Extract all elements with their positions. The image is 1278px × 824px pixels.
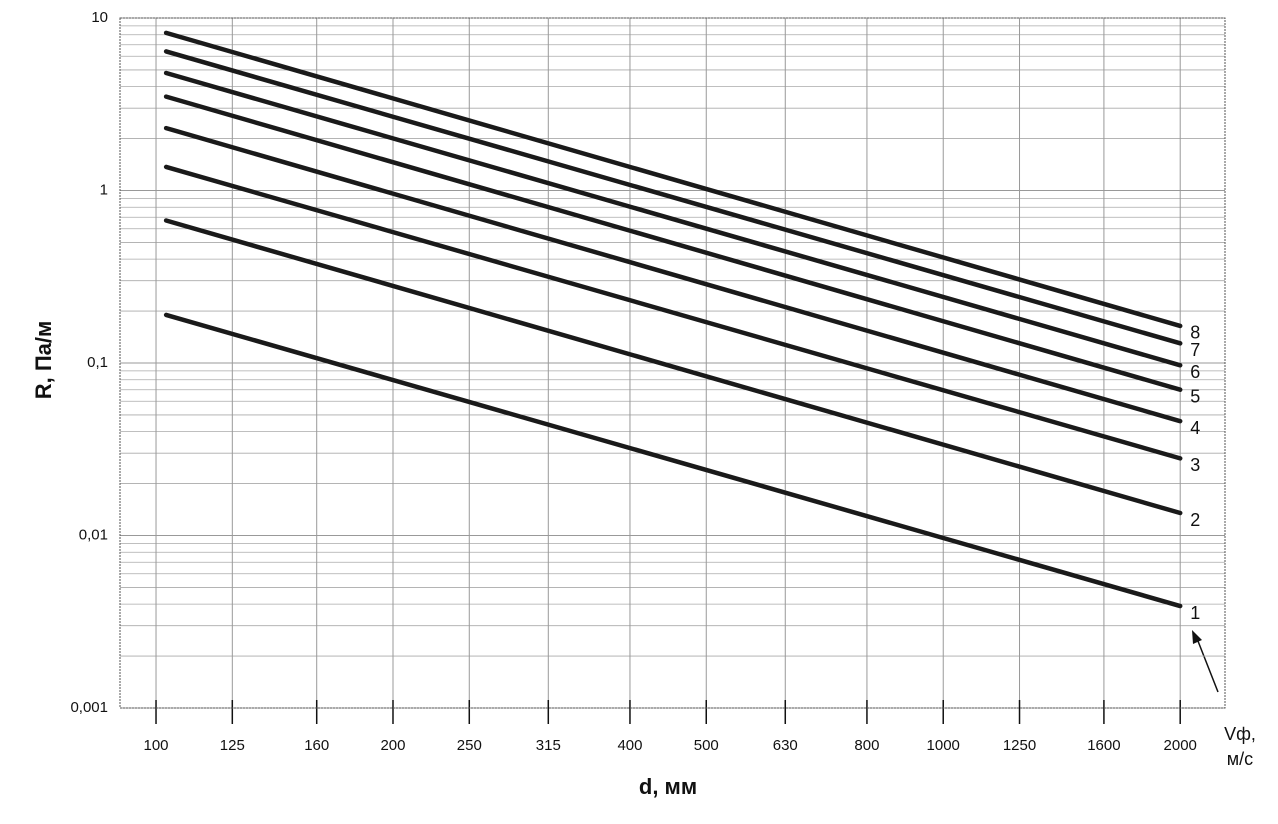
x-tick-label: 160 [304,737,329,754]
series-line [163,218,1183,516]
x-tick-label: 400 [617,737,642,754]
x-tick-label: 800 [854,737,879,754]
series-label: 3 [1190,455,1200,475]
y-axis-title: R, Па/м [31,321,56,400]
y-tick-label: 0,1 [87,354,108,371]
y-tick-label: 10 [91,9,108,26]
plot-frame [119,17,1226,709]
arrow-head [1192,630,1202,644]
series-label: 6 [1190,362,1200,382]
series-line [163,30,1183,329]
x-tick-label: 2000 [1164,737,1197,754]
series-label: 4 [1190,418,1200,438]
series-label: 8 [1190,323,1200,343]
y-tick-label: 0,001 [70,699,108,716]
x-tick-label: 100 [144,737,169,754]
annotation: Vф, [1224,724,1256,744]
x-axis-title: d, мм [639,774,697,799]
series-label: 1 [1190,603,1200,623]
y-tick-label: 0,01 [79,526,108,543]
y-tick-label: 1 [100,181,108,198]
x-tick-label: 1000 [927,737,960,754]
series-line [163,49,1183,346]
x-tick-label: 200 [380,737,405,754]
series-line [163,70,1183,368]
x-tick-label: 125 [220,737,245,754]
series-line [163,125,1183,424]
series-label: 2 [1190,510,1200,530]
x-tick-label: 500 [694,737,719,754]
x-tick-label: 630 [773,737,798,754]
series-label: 5 [1190,386,1200,406]
series-label: 7 [1190,340,1200,360]
series-line [163,164,1183,461]
x-tick-label: 315 [536,737,561,754]
series-line [163,312,1183,609]
annotation: м/с [1227,749,1253,769]
x-tick-label: 1600 [1087,737,1120,754]
x-tick-label: 250 [457,737,482,754]
annotation-arrow [1195,635,1219,693]
x-tick-label: 1250 [1003,737,1036,754]
series-line [163,94,1183,392]
